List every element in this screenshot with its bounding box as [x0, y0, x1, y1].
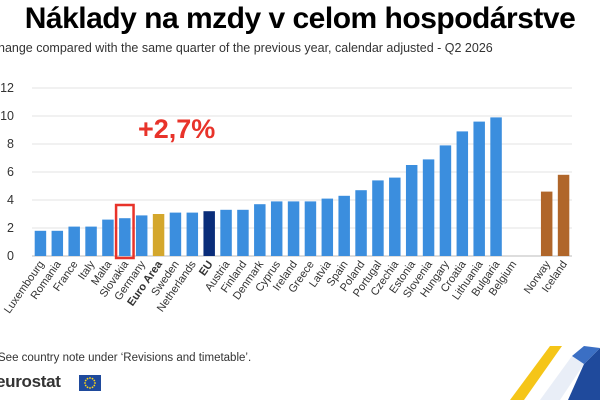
bar-germany [135, 215, 148, 256]
bar-finland [237, 209, 249, 256]
eu-flag-icon [79, 375, 101, 391]
bar-estonia [405, 165, 418, 256]
bar-slovenia [422, 159, 435, 256]
chart-title: Náklady na mzdy v celom hospodárstve [24, 2, 576, 35]
bar-ireland [287, 201, 300, 256]
bar-greece [304, 201, 317, 256]
y-tick-label: 2 [7, 221, 14, 235]
y-tick-label: 10 [0, 109, 14, 123]
bar-austria [220, 209, 232, 256]
chart-annotation: +2,7% [138, 114, 216, 144]
bar-hungary [439, 145, 452, 256]
bar-romania [51, 230, 64, 256]
bar-slovakia [119, 218, 131, 256]
bar-france [68, 226, 80, 256]
y-axis: 0 2 4 6 8 10 12 [0, 81, 14, 263]
bar-netherlands [186, 212, 199, 256]
bar-poland [355, 190, 367, 256]
brand-logo-text: eurostat [0, 372, 61, 391]
bar-spain [338, 195, 350, 256]
chart-subtitle: hange compared with the same quarter of … [0, 41, 493, 55]
bar-italy [85, 226, 97, 256]
bar-bulgaria [490, 117, 502, 257]
bar-sweden [169, 212, 182, 256]
bar-lithuania [473, 121, 485, 256]
y-tick-label: 12 [0, 81, 14, 95]
bar-denmark [254, 204, 266, 256]
highlight-box [114, 203, 135, 260]
x-axis-labels: LuxembourgRomaniaFranceItalyMaltaSlovaki… [2, 258, 570, 316]
bar-euro-area [152, 214, 165, 256]
bar-latvia [321, 198, 334, 256]
bar-portugal [372, 180, 384, 256]
bar-malta [102, 219, 114, 256]
eurostat-corner-graphic [510, 346, 600, 400]
bar-norway [540, 191, 553, 256]
bar-cyprus [270, 201, 283, 256]
y-tick-label: 6 [7, 165, 14, 179]
bar-luxembourg [34, 230, 47, 256]
bar-czechia [389, 177, 401, 256]
bar-iceland [557, 174, 570, 256]
y-tick-label: 4 [7, 193, 14, 207]
y-tick-label: 0 [7, 249, 14, 263]
bar-eu [203, 211, 215, 256]
chart-bars [34, 117, 570, 257]
bar-croatia [456, 131, 469, 256]
footnote: See country note under ‘Revisions and ti… [0, 352, 252, 364]
y-tick-label: 8 [7, 137, 14, 151]
